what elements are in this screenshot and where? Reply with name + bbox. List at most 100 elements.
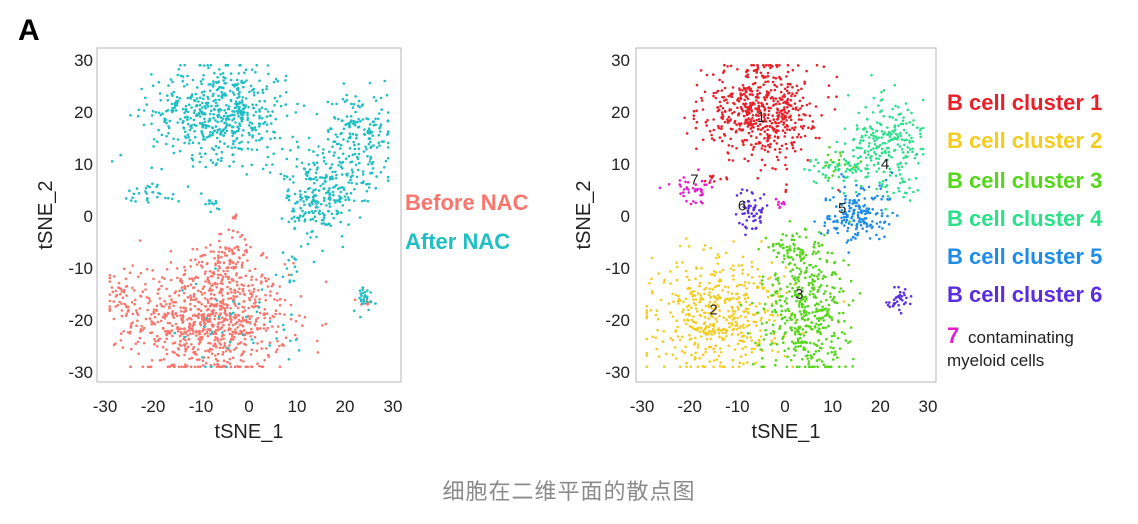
data-point bbox=[350, 181, 354, 185]
data-point bbox=[900, 148, 904, 151]
data-point bbox=[688, 333, 691, 337]
data-point bbox=[718, 329, 722, 332]
data-point bbox=[746, 332, 750, 335]
data-point bbox=[312, 177, 316, 181]
data-point bbox=[773, 331, 776, 334]
data-point bbox=[821, 277, 825, 280]
data-point bbox=[125, 197, 128, 200]
data-point bbox=[171, 193, 175, 196]
data-point bbox=[229, 89, 232, 93]
data-point bbox=[745, 70, 748, 74]
data-point bbox=[702, 329, 705, 333]
data-point bbox=[817, 244, 821, 248]
data-point bbox=[232, 279, 235, 282]
data-point bbox=[364, 145, 367, 149]
data-point bbox=[793, 149, 797, 153]
data-point bbox=[328, 202, 331, 205]
data-point bbox=[829, 365, 833, 369]
data-point bbox=[833, 108, 837, 111]
data-point bbox=[198, 96, 202, 99]
data-point bbox=[792, 128, 796, 132]
data-point bbox=[160, 284, 163, 288]
data-point bbox=[870, 154, 873, 158]
data-point bbox=[746, 311, 750, 314]
data-point bbox=[227, 297, 230, 301]
data-point bbox=[304, 177, 308, 181]
data-point bbox=[710, 307, 713, 310]
data-point bbox=[885, 301, 888, 304]
data-point bbox=[250, 365, 253, 369]
data-point bbox=[696, 291, 700, 295]
data-point bbox=[763, 96, 766, 99]
data-point bbox=[741, 212, 744, 216]
data-point bbox=[290, 255, 294, 258]
data-point bbox=[813, 314, 817, 318]
data-point bbox=[152, 308, 156, 311]
data-point bbox=[798, 272, 802, 276]
data-point bbox=[817, 309, 820, 313]
data-point bbox=[340, 235, 344, 238]
data-point bbox=[251, 103, 254, 106]
data-point bbox=[234, 213, 238, 216]
data-point bbox=[709, 273, 713, 276]
data-point bbox=[108, 305, 112, 308]
data-point bbox=[223, 251, 226, 255]
data-point bbox=[177, 347, 181, 351]
data-point bbox=[789, 270, 792, 273]
data-point bbox=[751, 117, 754, 120]
data-point bbox=[238, 124, 242, 127]
data-point bbox=[209, 243, 212, 247]
data-point bbox=[872, 131, 875, 135]
y-tick-label: 30 bbox=[611, 51, 630, 70]
data-point bbox=[801, 286, 804, 290]
data-point bbox=[728, 109, 731, 112]
data-point bbox=[173, 341, 177, 345]
data-point bbox=[883, 149, 887, 153]
data-point bbox=[213, 256, 216, 260]
data-point bbox=[219, 130, 223, 134]
data-point bbox=[290, 313, 293, 316]
data-point bbox=[658, 186, 662, 190]
data-point bbox=[239, 358, 243, 362]
data-point bbox=[799, 344, 802, 348]
data-point bbox=[893, 137, 897, 141]
data-point bbox=[156, 334, 159, 338]
data-point bbox=[236, 306, 240, 310]
data-point bbox=[222, 306, 226, 310]
data-point bbox=[243, 71, 246, 75]
data-point bbox=[254, 304, 257, 308]
data-point bbox=[921, 98, 925, 102]
data-point bbox=[854, 204, 858, 208]
data-point bbox=[127, 309, 130, 313]
data-point bbox=[298, 189, 302, 193]
x-tick-label: 10 bbox=[823, 397, 842, 416]
data-point bbox=[906, 150, 910, 154]
data-point bbox=[723, 109, 727, 113]
data-point bbox=[353, 188, 356, 191]
data-point bbox=[232, 160, 235, 163]
data-point bbox=[173, 301, 177, 304]
data-point bbox=[816, 365, 819, 369]
data-point bbox=[281, 323, 285, 327]
data-point bbox=[209, 109, 213, 112]
data-point bbox=[365, 147, 368, 151]
data-point bbox=[655, 309, 659, 313]
data-point bbox=[813, 240, 817, 244]
data-point bbox=[169, 278, 173, 282]
data-point bbox=[301, 215, 305, 218]
data-point bbox=[691, 295, 695, 298]
data-point bbox=[265, 256, 268, 259]
data-point bbox=[771, 349, 774, 352]
data-point bbox=[213, 317, 216, 321]
data-point bbox=[760, 128, 763, 131]
data-point bbox=[847, 263, 850, 267]
data-point bbox=[738, 221, 741, 225]
data-point bbox=[814, 264, 817, 268]
data-point bbox=[188, 357, 191, 361]
data-point bbox=[749, 134, 753, 138]
data-point bbox=[817, 324, 820, 327]
data-point bbox=[781, 295, 784, 298]
data-point bbox=[875, 138, 879, 141]
data-point bbox=[727, 322, 731, 325]
data-point bbox=[821, 316, 825, 319]
